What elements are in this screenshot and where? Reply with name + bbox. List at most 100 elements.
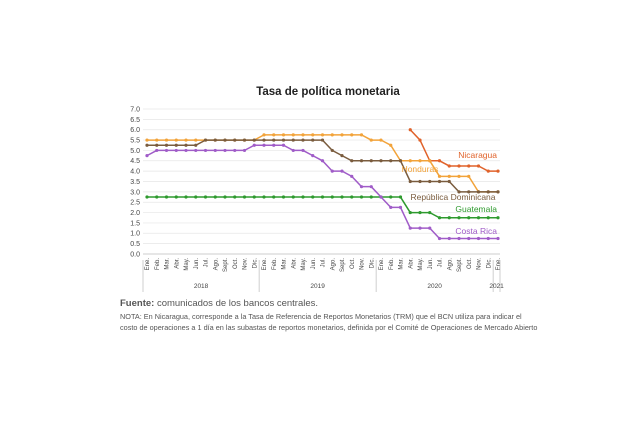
data-point: [359, 133, 364, 137]
x-tick-label: Ene.: [262, 258, 268, 271]
data-point: [359, 195, 364, 199]
data-point: [213, 195, 217, 199]
data-point: [301, 195, 305, 199]
data-point: [496, 216, 500, 220]
data-point: [262, 195, 266, 199]
data-point: [164, 143, 169, 147]
data-point: [252, 195, 256, 199]
data-point: [350, 133, 354, 137]
data-point: [340, 169, 344, 173]
data-point: [203, 195, 208, 199]
series-lines: [145, 128, 500, 241]
data-point: [272, 195, 276, 199]
year-label: 2020: [427, 283, 442, 290]
data-point: [447, 164, 451, 168]
data-point: [467, 236, 471, 241]
data-point: [359, 185, 364, 189]
data-point: [467, 174, 471, 178]
x-tick-label: Ago.: [447, 258, 453, 271]
data-point: [194, 195, 198, 199]
data-point: [174, 138, 178, 142]
y-tick-label: 3.5: [130, 179, 140, 186]
data-point: [330, 195, 334, 199]
data-point: [476, 164, 481, 168]
data-point: [311, 195, 315, 199]
data-point: [184, 148, 188, 153]
data-point: [330, 169, 334, 173]
series-label-republica_dominicana: República Dominicana: [410, 192, 495, 202]
data-point: [252, 138, 256, 142]
series-line: [409, 129, 498, 172]
x-tick-label: Nov.: [243, 258, 249, 270]
x-tick-label: Feb.: [272, 258, 278, 270]
data-point: [330, 133, 334, 137]
data-point: [437, 236, 442, 241]
data-point: [281, 143, 286, 147]
data-point: [428, 210, 432, 215]
x-tick-label: Jun.: [428, 258, 434, 270]
data-point: [155, 148, 159, 153]
series-line: [147, 139, 498, 193]
data-point: [437, 174, 442, 178]
data-point: [369, 159, 373, 163]
data-point: [233, 148, 237, 153]
data-point: [437, 216, 442, 220]
series-costa_rica: [145, 143, 500, 241]
data-point: [457, 216, 461, 220]
data-point: [320, 138, 325, 142]
data-point: [145, 138, 149, 142]
source-line: Fuente: comunicados de los bancos centra…: [120, 298, 560, 309]
data-point: [350, 195, 354, 199]
x-tick-label: Mar.: [399, 258, 405, 270]
y-tick-label: 6.0: [130, 127, 140, 134]
x-tick-label: Abr.: [291, 258, 297, 269]
data-point: [408, 159, 412, 163]
data-point: [164, 195, 169, 199]
series-nicaragua: [408, 128, 500, 173]
data-point: [311, 154, 315, 158]
data-point: [281, 138, 286, 142]
y-tick-label: 3.0: [130, 189, 140, 196]
data-point: [272, 133, 276, 137]
data-point: [408, 210, 412, 215]
data-point: [242, 195, 247, 199]
data-point: [369, 185, 373, 189]
x-tick-label: Sept.: [340, 258, 346, 272]
data-point: [496, 190, 500, 194]
data-point: [369, 138, 373, 142]
data-point: [457, 236, 461, 241]
data-point: [340, 195, 344, 199]
year-axis: 2018 2019 2020 2021: [142, 260, 504, 292]
year-label: 2018: [194, 283, 209, 290]
data-point: [174, 195, 178, 199]
data-point: [418, 210, 422, 215]
data-point: [213, 138, 217, 142]
data-point: [291, 148, 295, 153]
x-tick-label: Dic.: [252, 258, 258, 269]
data-point: [447, 174, 451, 178]
data-point: [194, 148, 198, 153]
y-tick-label: 7.0: [130, 106, 140, 113]
data-point: [418, 226, 422, 230]
data-point: [486, 216, 490, 220]
data-point: [311, 138, 315, 142]
data-point: [320, 133, 325, 137]
data-point: [359, 159, 364, 163]
x-tick-label: Mar.: [165, 258, 171, 270]
y-tick-label: 5.5: [130, 137, 140, 144]
data-point: [330, 148, 334, 153]
data-point: [242, 138, 247, 142]
chart-title: Tasa de política monetaria: [256, 86, 400, 98]
data-point: [203, 138, 208, 142]
y-tick-label: 5.0: [130, 148, 140, 155]
x-tick-label: Ene.: [145, 258, 151, 271]
y-axis-ticks: 0.0 0.5 1.0 1.5 2.0 2.5 3.0 3.5 4.0 4.5 5.0 5.5 6.0 6…: [130, 106, 140, 258]
data-point: [281, 133, 286, 137]
y-tick-label: 2.5: [130, 200, 140, 207]
x-tick-label: Nov.: [360, 258, 366, 270]
y-tick-label: 1.0: [130, 231, 140, 238]
y-tick-label: 1.5: [130, 220, 140, 227]
data-point: [389, 143, 393, 147]
data-point: [184, 138, 188, 142]
series-label-guatemala: Guatemala: [455, 204, 497, 214]
